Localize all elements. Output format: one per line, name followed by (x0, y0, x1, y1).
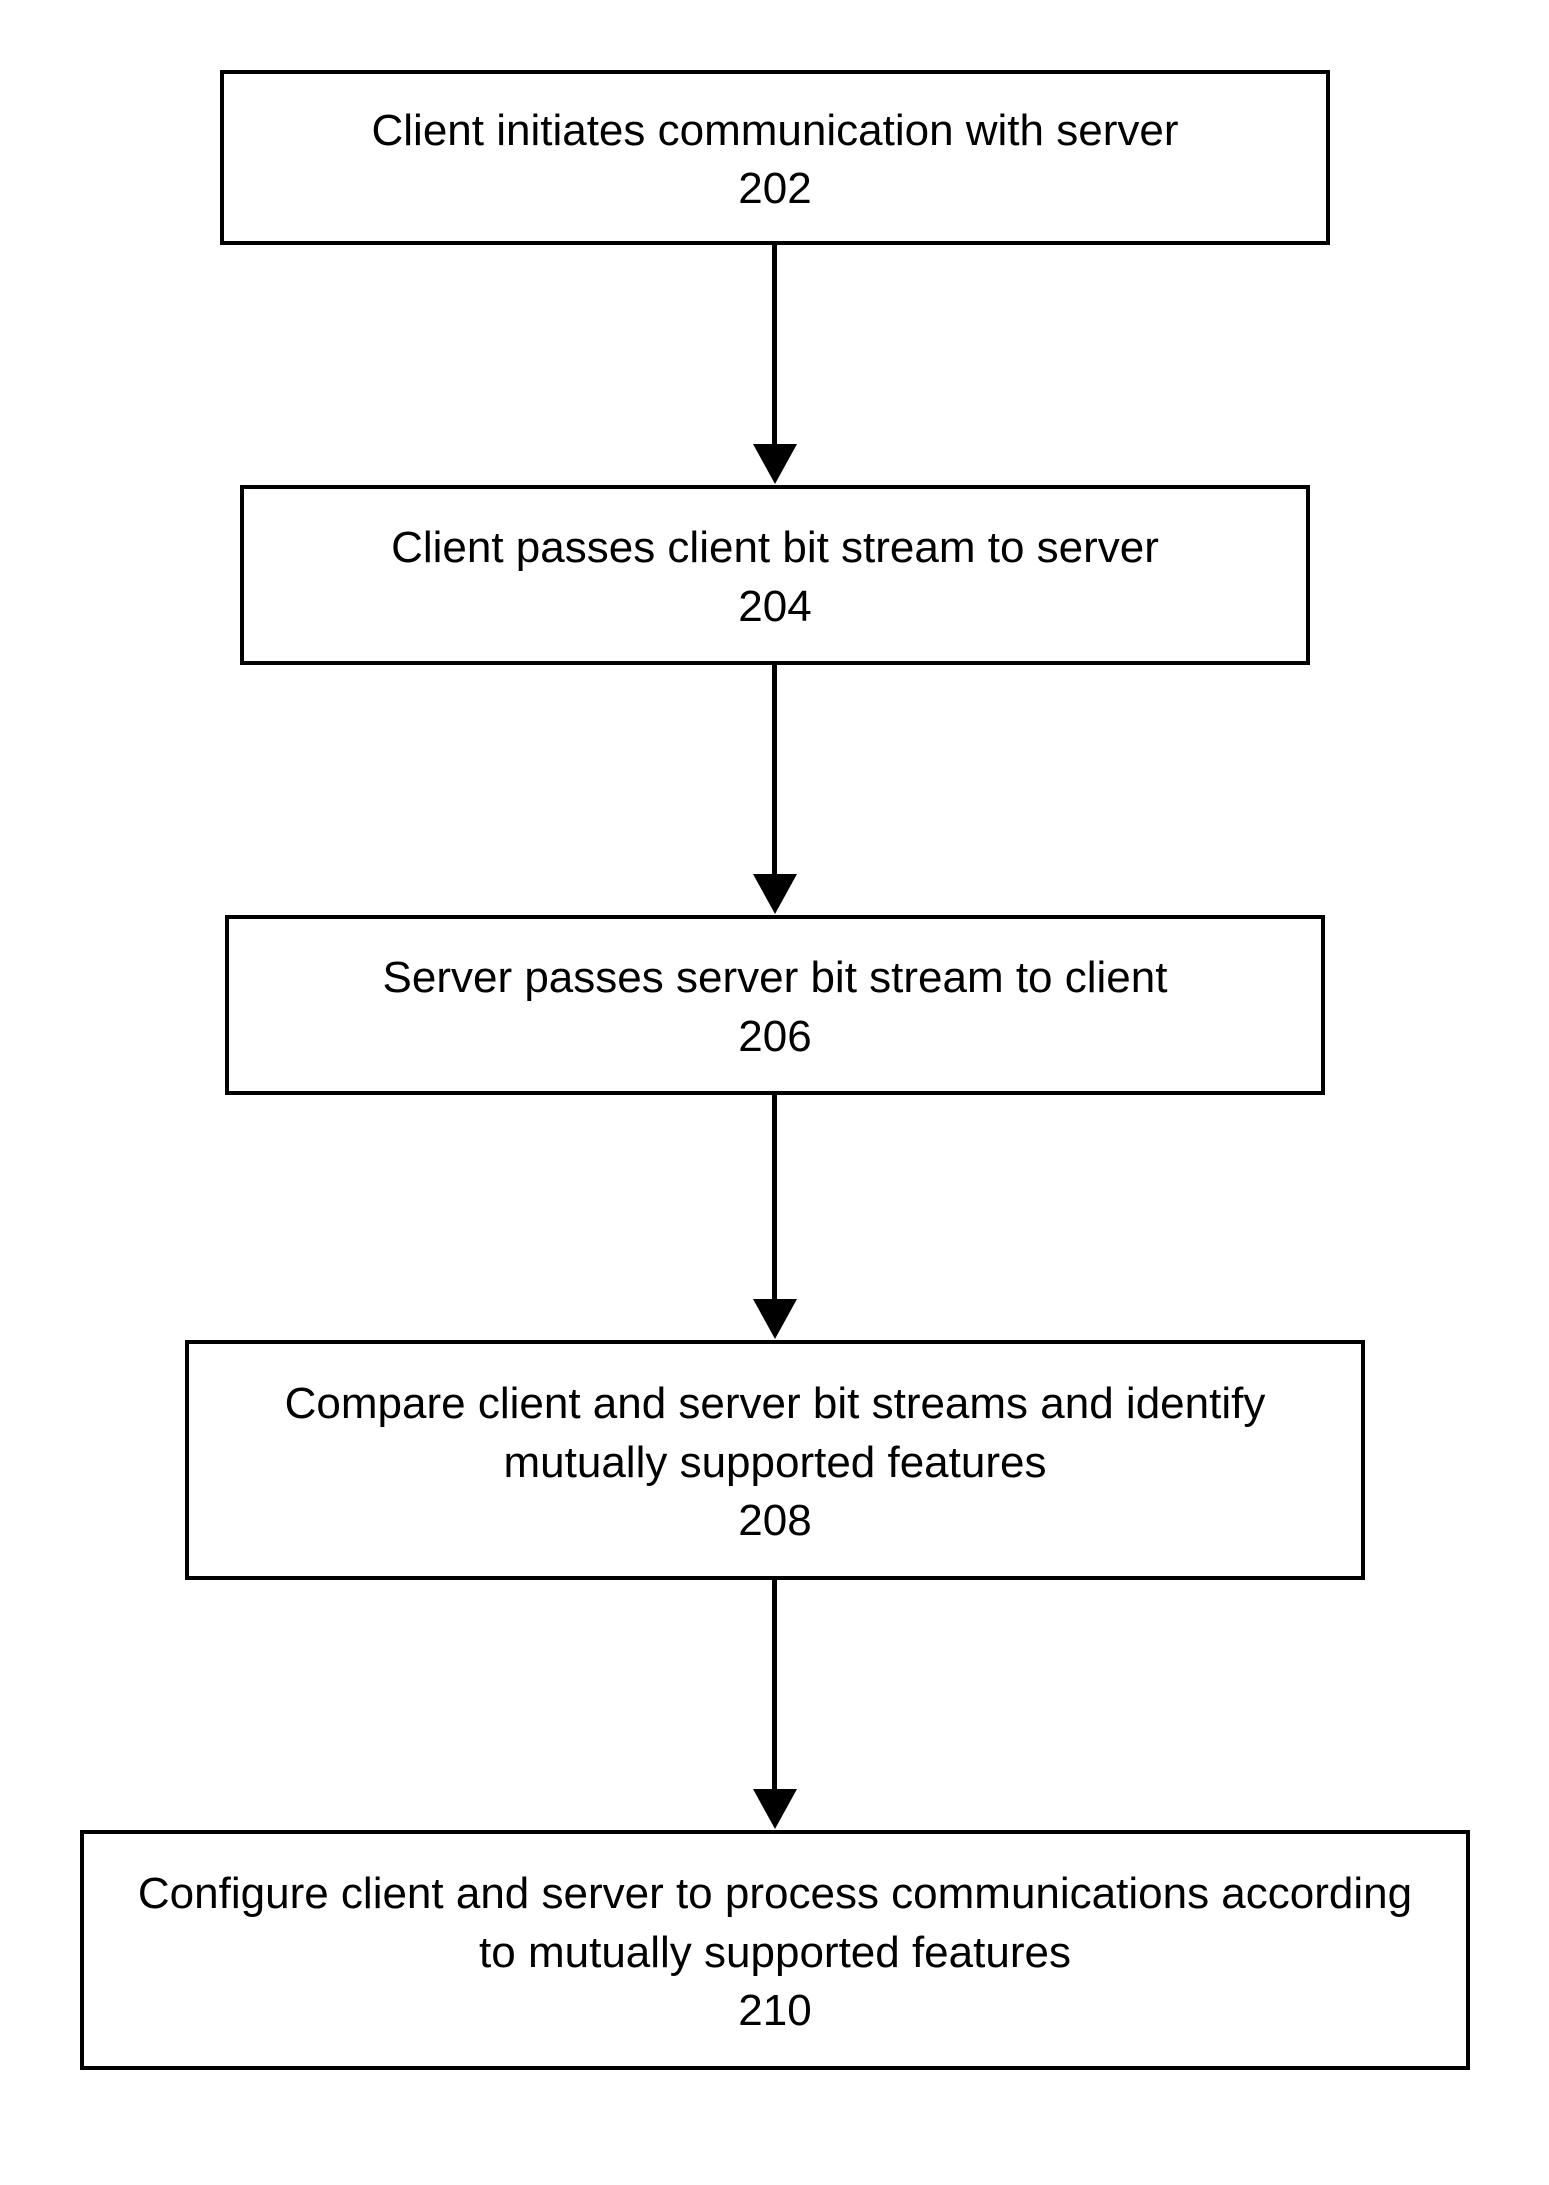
flow-arrow (753, 1580, 797, 1829)
node-number: 210 (738, 1986, 811, 2036)
node-text: Client passes client bit stream to serve… (391, 518, 1159, 577)
node-number: 202 (738, 164, 811, 214)
node-number: 208 (738, 1496, 811, 1546)
node-text: Server passes server bit stream to clien… (383, 948, 1168, 1007)
flow-node-210: Configure client and server to process c… (80, 1830, 1470, 2070)
flow-node-208: Compare client and server bit streams an… (185, 1340, 1365, 1580)
node-number: 206 (738, 1012, 811, 1062)
flow-node-204: Client passes client bit stream to serve… (240, 485, 1310, 665)
flow-node-206: Server passes server bit stream to clien… (225, 915, 1325, 1095)
node-text: Compare client and server bit streams an… (229, 1374, 1321, 1493)
flow-arrow (753, 245, 797, 484)
flow-arrow (753, 665, 797, 914)
node-text: Configure client and server to process c… (124, 1864, 1426, 1983)
flow-arrow (753, 1095, 797, 1339)
node-text: Client initiates communication with serv… (372, 101, 1179, 160)
node-number: 204 (738, 582, 811, 632)
flow-node-202: Client initiates communication with serv… (220, 70, 1330, 245)
flowchart-container: Client initiates communication with serv… (0, 0, 1549, 2185)
